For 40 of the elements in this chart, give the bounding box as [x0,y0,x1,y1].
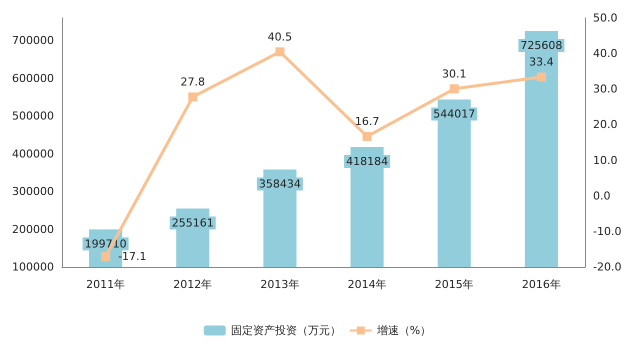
y-tick-label: 100000 [12,260,54,274]
x-tick-label: 2014年 [348,278,387,291]
x-tick-label: 2013年 [260,278,300,291]
y2-tick-label: 10.0 [593,154,618,167]
y-tick-label: 600000 [12,72,54,85]
legend-label: 固定资产投资（万元） [230,324,341,337]
y-tick-label: 300000 [12,185,54,198]
y2-tick-label: 40.0 [593,47,618,60]
y-tick-label: 200000 [12,222,54,236]
point [450,84,459,94]
point [188,92,198,102]
y2-tick-label: -20.0 [593,260,622,274]
point [362,132,372,141]
point [101,252,110,262]
x-tick-label: 2016年 [522,278,561,291]
y2-tick-label: 0.0 [593,189,610,202]
x-tick-label: 2011年 [86,278,126,291]
data-label: 544017 [433,107,476,120]
y-tick-label: 400000 [12,147,54,160]
data-label: 418184 [346,154,388,168]
y-tick-label: 500000 [12,110,54,123]
data-label: 255161 [172,216,214,230]
x-tick-label: 2015年 [434,278,474,291]
point [275,47,284,56]
x-tick-label: 2012年 [173,278,212,291]
data-label: 16.7 [354,114,380,128]
y2-tick-label: 30.0 [593,82,618,96]
data-label: 27.8 [180,75,205,88]
point [536,72,546,82]
data-label: 40.5 [268,30,292,44]
y2-tick-label: -10.0 [593,224,622,238]
data-label: 30.1 [442,67,466,80]
data-label: -17.1 [118,250,147,264]
data-label: 725608 [520,38,562,52]
data-label: 33.4 [529,56,554,69]
y-tick-label: 700000 [12,34,54,48]
data-label: 358434 [258,178,301,190]
y2-tick-label: 20.0 [593,118,618,132]
legend-label: 增速（%） [376,324,432,337]
y2-tick-label: 50.0 [593,12,618,24]
